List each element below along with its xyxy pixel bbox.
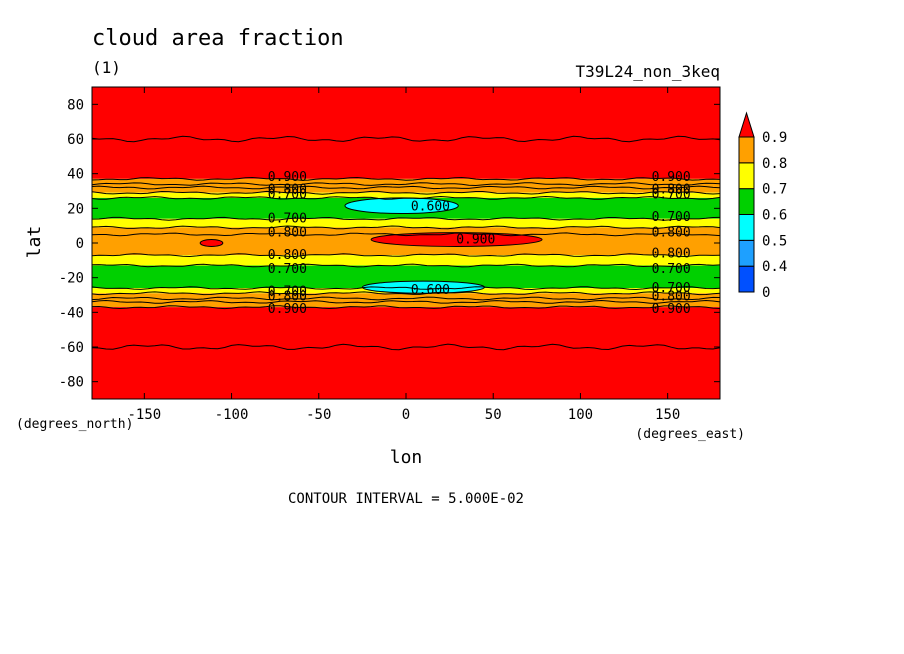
contour-label-9: 0.900 (268, 302, 307, 317)
contour-label-19: 0.900 (652, 302, 691, 317)
contour-label-14: 0.800 (652, 226, 691, 241)
colorbar-segment-3 (738, 188, 755, 216)
y-tick-label: 40 (67, 167, 84, 183)
run-label: T39L24_non_3keq (576, 62, 721, 81)
contour-label-13: 0.700 (652, 210, 691, 225)
y-tick-label: -20 (59, 271, 84, 287)
contour-band-0 (92, 87, 720, 179)
x-tick-label: 50 (485, 407, 502, 423)
y-tick-label: 80 (67, 97, 84, 113)
contour-label-17: 0.700 (652, 281, 691, 296)
colorbar-segment-5 (738, 136, 755, 164)
contour-interval-note: CONTOUR INTERVAL = 5.000E-02 (288, 491, 524, 507)
contour-band-10 (92, 307, 720, 399)
contour-line-layer (91, 135, 721, 351)
y-tick-label: 0 (76, 236, 84, 252)
contour-label-5: 0.800 (268, 248, 307, 263)
contour-label-8: 0.800 (268, 290, 307, 305)
contour-label-0: 0.900 (268, 170, 307, 185)
colorbar-label: 0.4 (762, 259, 787, 275)
y-tick-label: -40 (59, 305, 84, 321)
anomaly-equatorial-spot (199, 239, 224, 247)
contour-line-11 (91, 286, 721, 291)
contour-band-9 (92, 293, 720, 308)
x-axis-unit: (degrees_east) (635, 427, 745, 442)
contour-band-7 (92, 265, 720, 289)
contour-line-7 (91, 225, 721, 230)
contour-label-22: 0.600 (411, 283, 450, 298)
contour-label-3: 0.700 (268, 212, 307, 227)
contour-line-2 (91, 182, 721, 187)
colorbar-label: 0.9 (762, 130, 787, 146)
contour-label-11: 0.800 (652, 182, 691, 197)
contour-line-3 (91, 185, 721, 190)
x-tick-label: -150 (127, 407, 161, 423)
contour-label-7: 0.700 (268, 285, 307, 300)
contour-line-16 (91, 343, 721, 351)
x-tick-label: 0 (402, 407, 410, 423)
contour-label-15: 0.800 (652, 246, 691, 261)
colorbar-label: 0 (762, 285, 770, 301)
colorbar-segment-1 (738, 239, 755, 267)
contour-line-10 (91, 263, 721, 268)
y-axis-unit: (degrees_north) (16, 417, 133, 432)
x-axis-label: lon (390, 447, 423, 468)
colorbar-label: 0.6 (762, 208, 787, 224)
chart-title: cloud area fraction (92, 26, 344, 51)
contour-line-15 (91, 305, 721, 310)
contour-label-6: 0.700 (268, 262, 307, 277)
y-tick-label: 60 (67, 132, 84, 148)
colorbar-arrow (738, 111, 755, 138)
colorbar-label: 0.8 (762, 156, 787, 172)
contour-label-12: 0.700 (652, 187, 691, 202)
contour-line-13 (91, 296, 721, 301)
colorbar-label: 0.7 (762, 182, 787, 198)
y-tick-label: -60 (59, 340, 84, 356)
contour-line-9 (91, 253, 721, 258)
contour-band-2 (92, 192, 720, 198)
contour-line-1 (91, 176, 721, 181)
contour-label-18: 0.800 (652, 290, 691, 305)
x-tick-label: -50 (306, 407, 331, 423)
colorbar-label: 0.5 (762, 233, 787, 249)
colorbar-segment-0 (738, 265, 755, 293)
contour-line-0 (91, 135, 721, 143)
contour-label-21: 0.900 (456, 233, 495, 248)
contour-label-10: 0.900 (652, 170, 691, 185)
x-tick-label: -100 (215, 407, 249, 423)
y-tick-label: -80 (59, 375, 84, 391)
x-axis-ticks: -150 -100 -50 0 50 100 150 (127, 87, 680, 423)
contour-line-4 (91, 190, 721, 195)
colorbar-segment-2 (738, 214, 755, 241)
y-axis-label: lat (24, 226, 45, 259)
contour-line-8 (91, 232, 721, 237)
contour-line-14 (91, 299, 721, 304)
contour-label-layer: 0.9000.8000.7000.7000.8000.8000.7000.700… (268, 170, 691, 317)
contour-band-4 (92, 218, 720, 228)
contour-label-20: 0.600 (411, 200, 450, 215)
contour-line-12 (91, 291, 721, 296)
contour-label-4: 0.800 (268, 226, 307, 241)
contour-line-5 (91, 195, 721, 200)
contour-line-6 (91, 216, 721, 221)
y-tick-label: 20 (67, 201, 84, 217)
contour-band-6 (92, 255, 720, 266)
chart-subtitle: (1) (92, 58, 121, 77)
contour-label-2: 0.700 (268, 187, 307, 202)
x-tick-label: 150 (655, 407, 680, 423)
colorbar-segment-4 (738, 162, 755, 190)
colorbar: 0 0.4 0.5 0.6 0.7 0.8 0.9 (738, 111, 787, 301)
contour-label-16: 0.700 (652, 262, 691, 277)
contour-band-1 (92, 178, 720, 193)
y-axis-ticks: 80 60 40 20 0 -20 -40 -60 -80 (59, 97, 720, 391)
contour-label-1: 0.800 (268, 182, 307, 197)
contour-fill-layer (92, 87, 720, 399)
x-tick-label: 100 (568, 407, 593, 423)
